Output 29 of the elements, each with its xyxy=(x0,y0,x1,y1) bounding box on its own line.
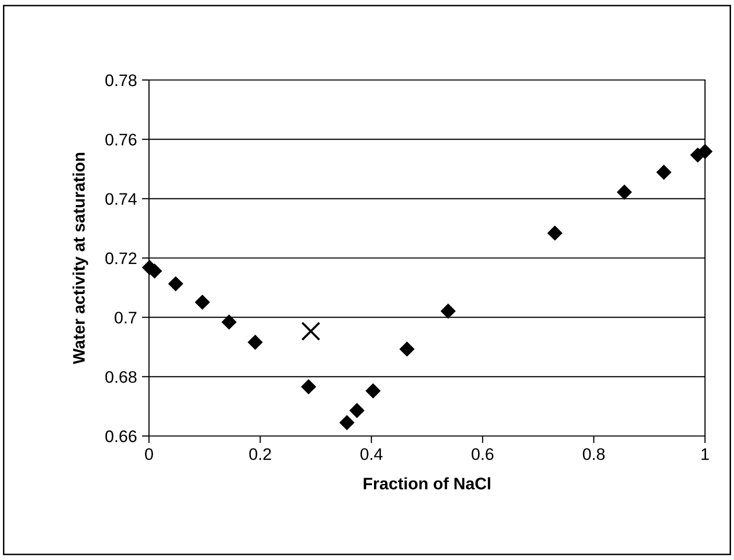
y-tick-label: 0.66 xyxy=(105,430,136,442)
point xyxy=(440,303,456,319)
point xyxy=(349,402,365,418)
y-tick-label: 0.74 xyxy=(105,193,137,205)
point xyxy=(194,294,210,310)
point xyxy=(300,379,316,394)
y-tick-label: 0.68 xyxy=(105,371,136,383)
x-tick-label: 1 xyxy=(702,448,709,460)
point xyxy=(547,225,562,241)
point xyxy=(248,334,263,350)
point xyxy=(656,164,672,180)
x-tick-label: 0 xyxy=(145,448,153,460)
y-tick-label: 0.76 xyxy=(105,134,136,146)
y-axis-title: Water activity at saturation xyxy=(72,152,88,364)
y-tick-label: 0.72 xyxy=(105,252,136,264)
point xyxy=(301,322,320,341)
x-tick-label: 0.4 xyxy=(360,448,382,460)
point xyxy=(168,276,184,292)
x-tick-label: 0.8 xyxy=(582,448,605,460)
point xyxy=(399,341,415,357)
y-tick-label: 0.7 xyxy=(114,312,136,324)
point xyxy=(339,415,355,430)
point xyxy=(365,383,381,399)
x-axis-title: Fraction of NaCl xyxy=(364,477,490,490)
x-tick-label: 0.6 xyxy=(472,448,494,460)
point xyxy=(221,314,237,330)
y-tick-label: 0.78 xyxy=(105,74,136,86)
x-tick-label: 0.2 xyxy=(249,448,271,460)
point xyxy=(616,184,632,200)
